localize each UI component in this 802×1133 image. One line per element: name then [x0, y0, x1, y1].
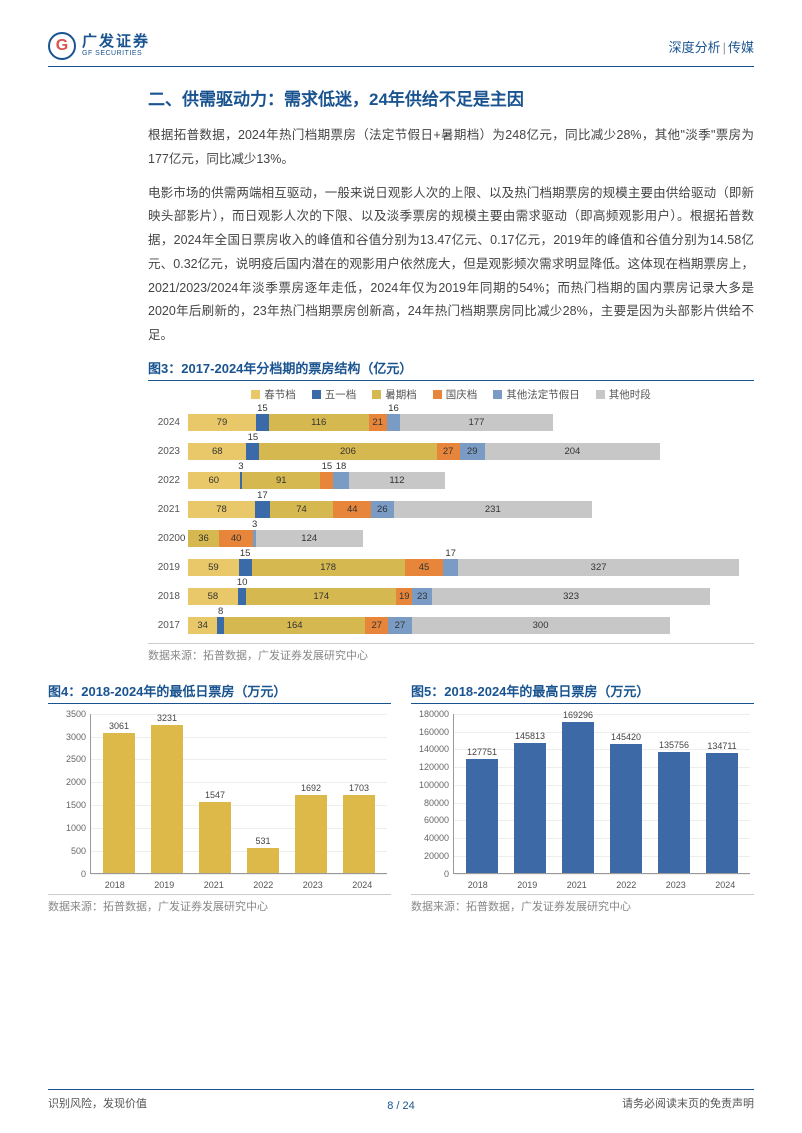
page-header: G 广发证券 GF SECURITIES 深度分析|传媒	[48, 32, 754, 67]
logo-text-en: GF SECURITIES	[82, 50, 150, 58]
bar-row: 201858101741923323	[148, 584, 754, 610]
figure-4-title: 图4：2018-2024年的最低日票房（万元）	[48, 681, 391, 704]
bar: 531	[243, 836, 283, 872]
figure-3-source: 数据来源：拓普数据，广发证券发展研究中心	[148, 643, 754, 663]
legend-item: 其他法定节假日	[493, 387, 580, 402]
bar: 3061	[99, 721, 139, 873]
bar: 145420	[606, 732, 646, 873]
figure-3-title: 图3：2017-2024年分档期的票房结构（亿元）	[148, 358, 754, 381]
legend-item: 暑期档	[372, 387, 417, 402]
bar: 127751	[462, 747, 502, 873]
figure-5-source: 数据来源：拓普数据，广发证券发展研究中心	[411, 894, 754, 914]
figure-5: 图5：2018-2024年的最高日票房（万元） 1277511458131692…	[411, 681, 754, 914]
figure-4-chart: 3061323115475311692170305001000150020002…	[48, 710, 391, 890]
bar-row: 202479151162116177	[148, 410, 754, 436]
paragraph-1: 根据拓普数据，2024年热门档期票房（法定节假日+暑期档）为248亿元，同比减少…	[48, 124, 754, 172]
legend-item: 其他时段	[596, 387, 651, 402]
bar: 1703	[339, 783, 379, 873]
figure-5-chart: 1277511458131692961454201357561347110200…	[411, 710, 754, 890]
legend-item: 国庆档	[433, 387, 478, 402]
breadcrumb: 深度分析|传媒	[669, 37, 754, 56]
bar: 169296	[558, 710, 598, 872]
bar-row: 2022603911518112	[148, 468, 754, 494]
logo: G 广发证券 GF SECURITIES	[48, 32, 150, 60]
crumb-sector: 传媒	[728, 40, 754, 55]
bar: 135756	[654, 740, 694, 873]
bar: 3231	[147, 713, 187, 873]
logo-mark-icon: G	[48, 32, 76, 60]
footer-page-number: 8 / 24	[48, 1100, 754, 1112]
paragraph-2: 电影市场的供需两端相互驱动，一般来说日观影人次的上限、以及热门档期票房的规模主要…	[48, 182, 754, 348]
bar: 145813	[510, 731, 550, 873]
bar-row: 20217817744426231	[148, 497, 754, 523]
crumb-category: 深度分析	[669, 40, 721, 55]
figure-3-legend: 春节档 五一档暑期档 国庆档其他法定节假日 其他时段	[148, 387, 754, 402]
logo-text-cn: 广发证券	[82, 34, 150, 51]
section-title: 二、供需驱动力：需求低迷，24年供给不足是主因	[48, 85, 754, 110]
legend-item: 春节档	[251, 387, 296, 402]
bar-row: 20173481642727300	[148, 613, 754, 639]
figure-5-title: 图5：2018-2024年的最高日票房（万元）	[411, 681, 754, 704]
legend-item: 五一档	[312, 387, 357, 402]
bar: 1547	[195, 790, 235, 873]
page-footer: 识别风险，发现价值 请务必阅读末页的免责声明 8 / 24	[48, 1089, 754, 1111]
figure-3-chart: 2024791511621161772023681520627292042022…	[148, 410, 754, 639]
bar: 1692	[291, 783, 331, 872]
bar: 134711	[702, 741, 742, 873]
figure-3: 图3：2017-2024年分档期的票房结构（亿元） 春节档五一档暑期档国庆档其他…	[148, 358, 754, 663]
figure-4-source: 数据来源：拓普数据，广发证券发展研究中心	[48, 894, 391, 914]
figure-4: 图4：2018-2024年的最低日票房（万元） 3061323115475311…	[48, 681, 391, 914]
